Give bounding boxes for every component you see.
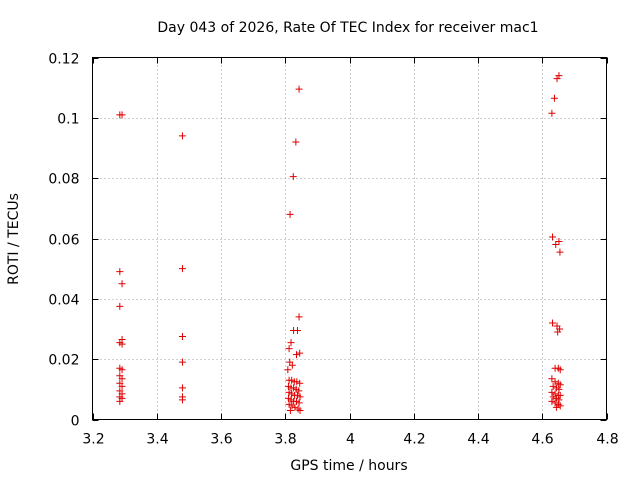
data-point	[552, 241, 560, 249]
data-point	[118, 340, 126, 348]
data-point	[549, 233, 557, 241]
y-tick-label: 0	[71, 414, 80, 430]
data-point	[556, 248, 564, 256]
data-point	[548, 109, 556, 117]
data-point	[295, 85, 303, 93]
data-point	[555, 385, 563, 393]
data-point	[294, 405, 302, 413]
data-point	[285, 345, 293, 353]
data-point	[178, 333, 186, 341]
y-tick-label: 0.06	[48, 233, 79, 249]
data-point	[554, 364, 562, 372]
data-point	[289, 173, 297, 181]
data-point	[178, 396, 186, 404]
data-point	[116, 397, 124, 405]
data-point	[288, 361, 296, 369]
x-tick-label: 3.6	[210, 432, 232, 448]
chart-title: Day 043 of 2026, Rate Of TEC Index for r…	[157, 20, 538, 36]
data-point	[554, 400, 562, 408]
data-point	[118, 375, 126, 383]
data-point	[286, 210, 294, 218]
data-point	[555, 238, 563, 246]
data-point	[284, 366, 292, 374]
data-point	[116, 268, 124, 276]
data-point	[549, 382, 557, 390]
data-point	[290, 327, 298, 335]
data-point	[548, 375, 556, 383]
data-point	[118, 280, 126, 288]
x-tick-label: 4	[346, 432, 355, 448]
data-point	[551, 378, 559, 386]
data-point	[118, 366, 126, 374]
data-point	[288, 402, 296, 410]
y-tick-label: 0.02	[48, 353, 79, 369]
data-point	[118, 111, 126, 119]
data-point	[295, 313, 303, 321]
data-point	[296, 379, 304, 387]
data-point	[551, 399, 559, 407]
y-tick-label: 0.1	[57, 112, 79, 128]
x-tick-label: 3.2	[82, 432, 104, 448]
data-points	[116, 72, 564, 414]
data-point	[178, 384, 186, 392]
data-point	[554, 379, 562, 387]
data-point	[286, 406, 294, 414]
x-tick-label: 4.4	[467, 432, 489, 448]
data-point	[551, 390, 559, 398]
data-point	[296, 393, 304, 401]
data-point	[549, 319, 557, 327]
data-point	[556, 366, 564, 374]
data-point	[550, 94, 558, 102]
data-point	[556, 391, 564, 399]
axis-ticks	[92, 57, 608, 421]
data-point	[296, 349, 304, 357]
data-point	[178, 358, 186, 366]
plot-frame	[92, 57, 607, 420]
data-point	[295, 387, 303, 395]
data-point	[291, 403, 299, 411]
x-tick-label: 4.8	[596, 432, 618, 448]
x-axis-label: GPS time / hours	[290, 458, 407, 474]
x-tick-label: 4.6	[531, 432, 553, 448]
data-point	[553, 75, 561, 83]
y-tick-label: 0.04	[48, 293, 79, 309]
data-point	[552, 403, 560, 411]
data-point	[556, 402, 564, 410]
x-tick-labels: 3.2 3.4 3.6 3.8 4 4.2 4.4 4.6 4.8	[82, 432, 618, 448]
x-tick-label: 3.4	[146, 432, 168, 448]
y-axis-label: ROTI / TECUs	[6, 193, 22, 285]
data-point	[285, 400, 293, 408]
data-point	[118, 382, 126, 390]
data-point	[549, 393, 557, 401]
data-point	[288, 390, 296, 398]
data-point	[295, 399, 303, 407]
y-tick-labels: 0 0.02 0.04 0.06 0.08 0.1 0.12	[48, 52, 79, 430]
data-point	[555, 396, 563, 404]
y-tick-label: 0.12	[48, 52, 79, 68]
x-tick-label: 3.8	[274, 432, 296, 448]
data-point	[548, 397, 556, 405]
data-point	[548, 388, 556, 396]
data-point	[296, 406, 304, 414]
data-point	[554, 328, 562, 336]
data-point	[292, 138, 300, 146]
data-point	[116, 302, 124, 310]
data-point	[292, 351, 300, 359]
data-point	[293, 378, 301, 386]
data-point	[555, 72, 563, 80]
data-point	[178, 265, 186, 273]
grid-lines	[92, 57, 607, 420]
data-point	[178, 132, 186, 140]
data-point	[556, 381, 564, 389]
y-tick-label: 0.08	[48, 172, 79, 188]
x-tick-label: 4.2	[403, 432, 425, 448]
data-point	[287, 339, 295, 347]
